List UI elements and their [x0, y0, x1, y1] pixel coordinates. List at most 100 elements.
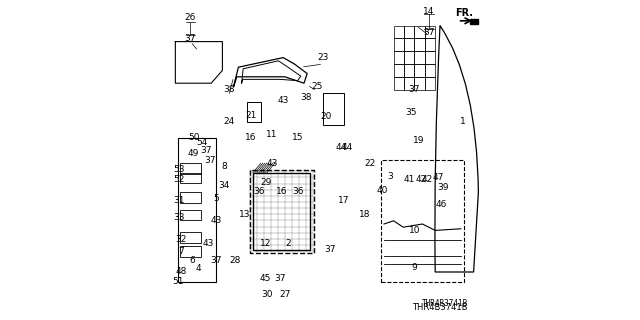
Text: 54: 54: [196, 138, 207, 147]
Text: 37: 37: [275, 274, 285, 283]
Text: 43: 43: [211, 216, 221, 225]
Text: 8: 8: [221, 162, 227, 171]
Text: 34: 34: [218, 181, 230, 190]
Text: 27: 27: [279, 290, 291, 299]
Bar: [180, 192, 201, 203]
Text: 13: 13: [239, 210, 250, 219]
Text: 33: 33: [173, 213, 185, 222]
Text: 29: 29: [260, 178, 271, 187]
Text: 44: 44: [342, 143, 353, 152]
Bar: [404, 77, 415, 90]
Text: 11: 11: [266, 130, 278, 139]
Bar: [404, 38, 415, 51]
Text: 28: 28: [230, 256, 241, 265]
Text: 41: 41: [404, 175, 415, 184]
Text: 52: 52: [173, 175, 185, 184]
Text: 22: 22: [364, 159, 375, 168]
Text: 25: 25: [311, 82, 323, 91]
Text: 37: 37: [409, 85, 420, 94]
Text: 39: 39: [438, 183, 449, 192]
Bar: [180, 173, 201, 183]
Bar: [247, 102, 262, 122]
Text: 47: 47: [433, 173, 444, 182]
Bar: [425, 38, 435, 51]
Bar: [180, 246, 201, 257]
Text: 26: 26: [185, 13, 196, 22]
Text: 37: 37: [201, 146, 212, 155]
Bar: [425, 64, 435, 77]
Text: 50: 50: [188, 133, 199, 142]
Bar: [415, 26, 425, 38]
Text: 6: 6: [189, 256, 195, 265]
Bar: [180, 232, 201, 243]
Text: 18: 18: [359, 210, 371, 219]
Text: 3: 3: [388, 172, 393, 180]
Bar: [404, 64, 415, 77]
Text: THR4B3741B: THR4B3741B: [412, 303, 467, 312]
Text: 42: 42: [415, 175, 426, 184]
Text: 51: 51: [172, 277, 183, 286]
Bar: [404, 26, 415, 38]
Text: 1: 1: [460, 117, 465, 126]
Bar: [394, 64, 404, 77]
Text: 37: 37: [324, 245, 335, 254]
Text: 12: 12: [260, 239, 271, 248]
Text: THR4B3741B: THR4B3741B: [422, 299, 468, 308]
Bar: [394, 38, 404, 51]
Text: 49: 49: [188, 149, 199, 158]
Text: 53: 53: [173, 165, 185, 174]
Text: 48: 48: [175, 268, 186, 276]
Text: 43: 43: [278, 96, 289, 105]
Bar: [180, 210, 201, 220]
Text: 37: 37: [204, 156, 215, 164]
Text: 21: 21: [246, 111, 257, 120]
Text: 23: 23: [317, 53, 329, 62]
Text: 36: 36: [292, 188, 303, 196]
Text: 20: 20: [321, 112, 332, 121]
Text: 10: 10: [409, 226, 420, 235]
Text: 17: 17: [339, 196, 349, 204]
Text: 43: 43: [266, 159, 278, 168]
Bar: [323, 93, 344, 125]
Text: 14: 14: [423, 7, 435, 16]
Text: 32: 32: [175, 236, 186, 244]
Bar: [394, 51, 404, 64]
Text: 16: 16: [246, 133, 257, 142]
Text: 24: 24: [223, 117, 234, 126]
Text: 7: 7: [178, 247, 184, 256]
Text: 16: 16: [276, 188, 287, 196]
Bar: [381, 160, 464, 282]
Bar: [394, 26, 404, 38]
Text: 4: 4: [196, 264, 201, 273]
Text: 37: 37: [211, 256, 221, 265]
Text: 42: 42: [422, 175, 433, 184]
Text: 30: 30: [262, 290, 273, 299]
Text: FR.: FR.: [455, 8, 473, 18]
Bar: [425, 26, 435, 38]
Bar: [180, 163, 201, 174]
Bar: [415, 64, 425, 77]
Bar: [415, 51, 425, 64]
Text: 40: 40: [377, 186, 388, 195]
Bar: [415, 38, 425, 51]
Text: 37: 37: [185, 34, 196, 43]
Polygon shape: [470, 19, 479, 24]
Bar: [404, 51, 415, 64]
Text: 43: 43: [202, 239, 214, 248]
Text: 35: 35: [406, 108, 417, 116]
Text: 36: 36: [253, 188, 265, 196]
Text: 31: 31: [173, 196, 185, 204]
Text: 15: 15: [292, 133, 303, 142]
Bar: [425, 77, 435, 90]
Bar: [425, 51, 435, 64]
Text: 9: 9: [412, 263, 417, 272]
Text: 38: 38: [300, 93, 311, 102]
Text: 19: 19: [413, 136, 425, 145]
Text: 45: 45: [260, 274, 271, 283]
Text: 44: 44: [335, 143, 346, 152]
Text: 2: 2: [285, 239, 291, 248]
Text: 5: 5: [213, 194, 219, 203]
Text: 38: 38: [223, 85, 234, 94]
Bar: [394, 77, 404, 90]
Text: 37: 37: [423, 28, 435, 36]
